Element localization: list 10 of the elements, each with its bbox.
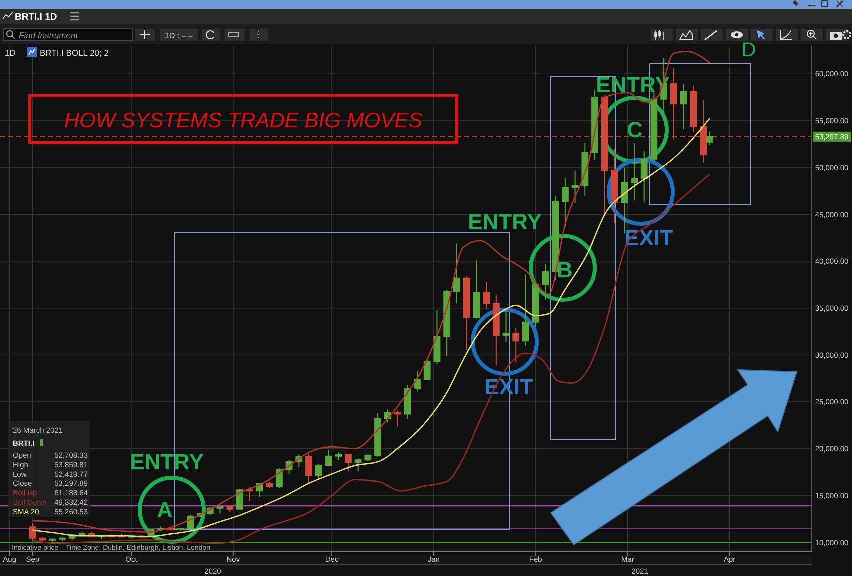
text: 1D : – – bbox=[164, 32, 194, 40]
annotation: D bbox=[742, 40, 756, 62]
annotation: C bbox=[627, 118, 644, 143]
text: Find Instrument bbox=[19, 30, 79, 40]
annotation: 1D bbox=[5, 48, 16, 58]
annotation: ENTRY bbox=[468, 210, 542, 235]
chart-subtitle: BRTI.I BOLL 20; 2 bbox=[40, 48, 110, 58]
text: BRTI.I 1D bbox=[15, 12, 58, 23]
text: HOW SYSTEMS TRADE BIG MOVES bbox=[64, 109, 423, 132]
annotation: B bbox=[557, 258, 573, 283]
